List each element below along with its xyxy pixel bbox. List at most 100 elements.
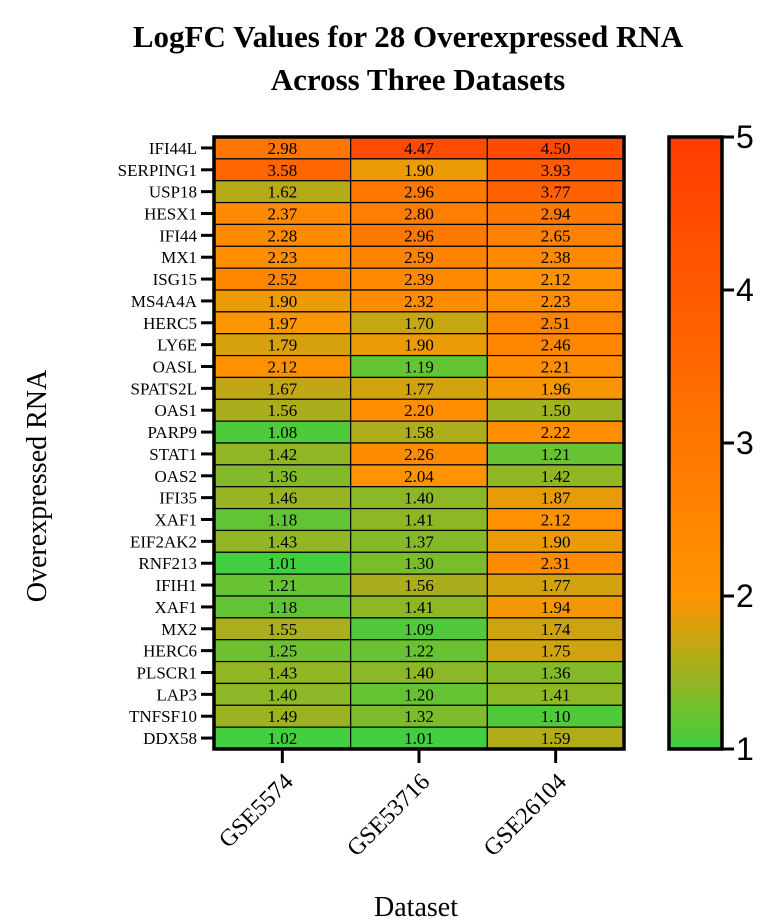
cell-value-label: 2.26: [404, 445, 434, 464]
row-label: PLSCR1: [137, 664, 197, 683]
row-label: IFI44: [159, 226, 197, 245]
cell-value-label: 2.96: [404, 183, 434, 202]
color-scale-tick-label: 5: [736, 119, 754, 155]
row-label: IFIH1: [155, 576, 197, 595]
row-label: DDX58: [143, 729, 197, 748]
row-label: TNFSF10: [129, 707, 197, 726]
cell-value-label: 1.90: [541, 532, 571, 551]
cell-value-label: 1.40: [404, 489, 434, 508]
color-scale-tick-label: 4: [736, 272, 754, 308]
cell-value-label: 2.28: [267, 226, 297, 245]
cell-value-label: 1.43: [267, 664, 297, 683]
cell-value-label: 1.10: [541, 707, 571, 726]
cell-value-label: 1.87: [541, 489, 571, 508]
cell-value-label: 3.58: [267, 161, 297, 180]
row-label: LAP3: [156, 685, 197, 704]
cell-value-label: 2.31: [541, 554, 571, 573]
cell-value-label: 1.21: [541, 445, 571, 464]
x-axis-label: Dataset: [374, 892, 458, 922]
color-scale-tick-label: 3: [736, 425, 754, 461]
cell-value-label: 2.39: [404, 270, 434, 289]
cell-value-label: 1.90: [404, 336, 434, 355]
cell-value-label: 2.21: [541, 358, 571, 377]
color-scale-legend: 1 2 3 4 5: [667, 119, 754, 767]
row-label: IFI44L: [149, 139, 197, 158]
cell-value-label: 1.41: [404, 598, 434, 617]
cell-value-label: 1.67: [267, 379, 297, 398]
cell-value-label: 1.42: [541, 467, 571, 486]
cell-value-label: 2.65: [541, 226, 571, 245]
cell-value-label: 1.18: [267, 598, 297, 617]
cell-value-label: 1.18: [267, 511, 297, 530]
row-label: ISG15: [153, 270, 197, 289]
color-scale-tick-label: 1: [736, 731, 754, 767]
cell-value-label: 1.30: [404, 554, 434, 573]
row-label: OASL: [153, 358, 197, 377]
row-labels: IFI44L SERPING1 USP18 HESX1 IFI44 MX1 ISG15 MS4…: [118, 139, 214, 748]
row-label: RNF213: [138, 554, 197, 573]
row-label: SPATS2L: [131, 379, 197, 398]
cell-value-label: 1.55: [267, 620, 297, 639]
chart-title-line-2: Across Three Datasets: [271, 62, 565, 97]
cell-value-label: 2.38: [541, 248, 571, 267]
cell-value-label: 1.49: [267, 707, 297, 726]
heatmap-cells: 2.98 4.47 4.50 3.58 1.90 3.93 1.62 2.96 3.77 2.37…: [212, 135, 626, 751]
column-label: GSE26104: [479, 769, 572, 862]
cell-value-label: 1.09: [404, 620, 434, 639]
cell-value-label: 1.58: [404, 423, 434, 442]
cell-value-label: 1.21: [267, 576, 297, 595]
cell-value-label: 1.79: [267, 336, 297, 355]
row-label: MS4A4A: [131, 292, 198, 311]
cell-value-label: 1.90: [267, 292, 297, 311]
row-label: HESX1: [144, 205, 197, 224]
chart-title-line-1: LogFC Values for 28 Overexpressed RNA: [133, 19, 684, 54]
cell-value-label: 1.37: [404, 532, 434, 551]
cell-value-label: 1.70: [404, 314, 434, 333]
cell-value-label: 1.22: [404, 642, 434, 661]
column-label: GSE53716: [342, 769, 435, 862]
cell-value-label: 1.94: [541, 598, 571, 617]
cell-value-label: 1.43: [267, 532, 297, 551]
cell-value-label: 1.01: [267, 554, 297, 573]
cell-value-label: 2.12: [541, 511, 571, 530]
cell-value-label: 2.94: [541, 205, 571, 224]
row-label: XAF1: [154, 598, 197, 617]
cell-value-label: 1.59: [541, 729, 571, 748]
cell-value-label: 2.46: [541, 336, 571, 355]
cell-value-label: 1.56: [267, 401, 297, 420]
cell-value-label: 2.32: [404, 292, 434, 311]
row-label: PARP9: [148, 423, 197, 442]
cell-value-label: 2.51: [541, 314, 571, 333]
cell-value-label: 2.22: [541, 423, 571, 442]
cell-value-label: 2.98: [267, 139, 297, 158]
row-label: STAT1: [149, 445, 197, 464]
cell-value-label: 3.93: [541, 161, 571, 180]
cell-value-label: 1.74: [541, 620, 571, 639]
cell-value-label: 2.23: [541, 292, 571, 311]
cell-value-label: 1.40: [267, 685, 297, 704]
cell-value-label: 2.80: [404, 205, 434, 224]
row-label: HERC6: [143, 642, 197, 661]
row-label: IFI35: [159, 489, 197, 508]
cell-value-label: 1.50: [541, 401, 571, 420]
cell-value-label: 2.96: [404, 226, 434, 245]
cell-value-label: 2.23: [267, 248, 297, 267]
row-label: USP18: [149, 183, 197, 202]
row-label: MX1: [161, 248, 197, 267]
cell-value-label: 2.52: [267, 270, 297, 289]
cell-value-label: 1.96: [541, 379, 571, 398]
cell-value-label: 1.25: [267, 642, 297, 661]
cell-value-label: 2.12: [541, 270, 571, 289]
cell-value-label: 1.46: [267, 489, 297, 508]
row-label: SERPING1: [118, 161, 197, 180]
cell-value-label: 1.32: [404, 707, 434, 726]
cell-value-label: 1.01: [404, 729, 434, 748]
cell-value-label: 1.41: [541, 685, 571, 704]
cell-value-label: 1.36: [267, 467, 297, 486]
cell-value-label: 1.08: [267, 423, 297, 442]
row-label: EIF2AK2: [130, 532, 197, 551]
cell-value-label: 2.37: [267, 205, 297, 224]
cell-value-label: 3.77: [541, 183, 571, 202]
cell-value-label: 1.56: [404, 576, 434, 595]
cell-value-label: 1.36: [541, 664, 571, 683]
